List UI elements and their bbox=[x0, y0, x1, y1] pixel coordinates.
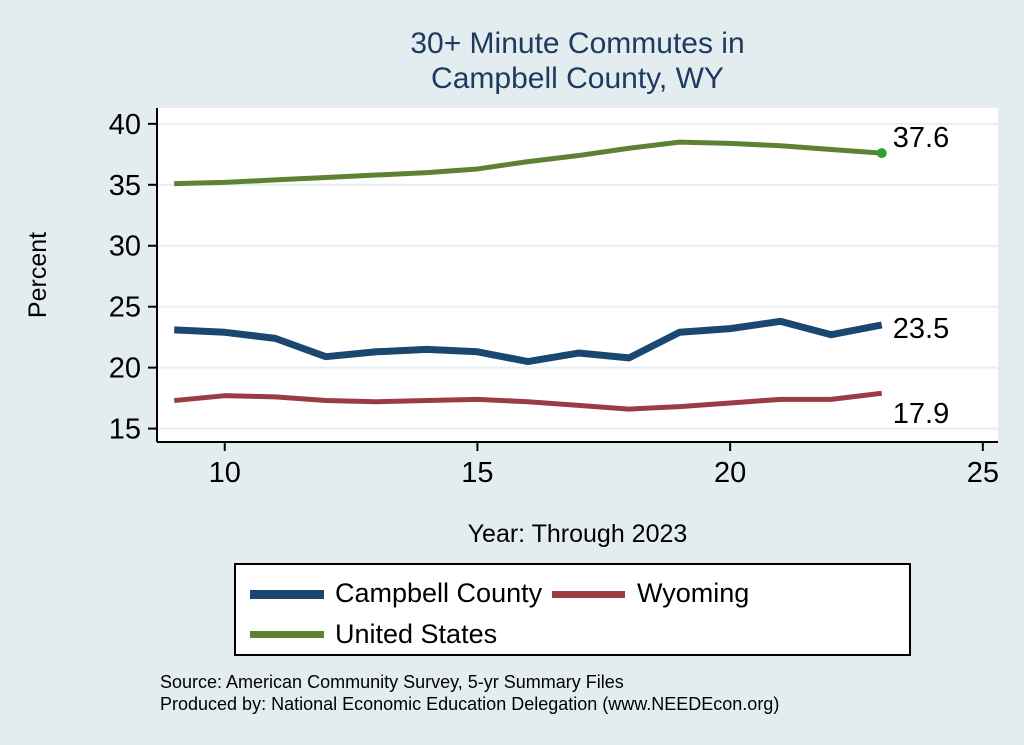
end-label-wyoming: 17.9 bbox=[893, 398, 949, 430]
x-tick-label: 20 bbox=[714, 457, 746, 489]
y-tick-label: 40 bbox=[109, 109, 141, 141]
legend: Campbell County Wyoming United States bbox=[234, 563, 911, 656]
legend-label-wyoming: Wyoming bbox=[637, 578, 750, 608]
y-tick-label: 15 bbox=[109, 414, 141, 446]
y-axis-title: Percent bbox=[24, 232, 52, 318]
end-label-campbell-county: 23.5 bbox=[893, 313, 949, 345]
plot-area bbox=[157, 108, 998, 442]
series-line-wyoming bbox=[173, 390, 883, 412]
legend-label-united-states: United States bbox=[335, 619, 498, 649]
series-line-united-states bbox=[174, 139, 882, 187]
y-tick-label: 25 bbox=[109, 292, 141, 324]
y-tick-label: 35 bbox=[109, 170, 141, 202]
x-axis-title: Year: Through 2023 bbox=[467, 520, 688, 548]
legend-swatch-wyoming bbox=[552, 591, 625, 598]
legend-swatch-campbell-county bbox=[250, 590, 324, 599]
produced-by-line: Produced by: National Economic Education… bbox=[160, 694, 780, 714]
end-label-united-states: 37.6 bbox=[893, 122, 949, 154]
chart-title-line1: 30+ Minute Commutes in bbox=[410, 27, 745, 60]
series-line-campbell-county bbox=[174, 317, 883, 366]
series-end-marker-united-states bbox=[876, 148, 887, 159]
x-tick-label: 25 bbox=[967, 457, 999, 489]
x-tick-label: 15 bbox=[461, 457, 493, 489]
chart-title: 30+ Minute Commutes in Campbell County, … bbox=[157, 26, 998, 96]
source-line: Source: American Community Survey, 5-yr … bbox=[160, 672, 624, 692]
y-tick-label: 20 bbox=[109, 353, 141, 385]
legend-label-campbell-county: Campbell County bbox=[335, 578, 543, 608]
y-tick-label: 30 bbox=[109, 231, 141, 263]
chart-title-line2: Campbell County, WY bbox=[431, 62, 724, 95]
legend-swatch-united-states bbox=[250, 631, 324, 638]
source-block: Source: American Community Survey, 5-yr … bbox=[160, 671, 779, 715]
x-tick-label: 10 bbox=[209, 457, 241, 489]
